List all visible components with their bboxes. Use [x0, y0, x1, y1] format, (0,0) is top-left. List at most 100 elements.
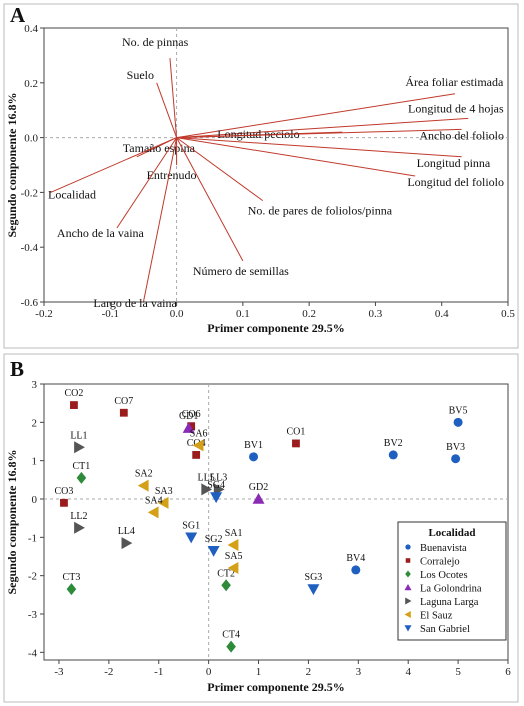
- panel-a-x-tick-label: -0.2: [35, 308, 52, 320]
- panel-b-y-tick-label: 2: [32, 417, 38, 429]
- panel-a-x-tick-label: 0.1: [236, 308, 250, 320]
- loading-vector-label: Localidad: [48, 187, 96, 201]
- data-point-label: BV3: [446, 442, 465, 453]
- panel-a-x-axis-label: Primer componente 29.5%: [207, 321, 344, 335]
- panel-b-x-tick-label: 2: [306, 666, 312, 678]
- panel-b-y-tick-label: 0: [32, 494, 38, 506]
- data-point-ct4: [226, 640, 236, 653]
- panel-b-y-axis-label: Segundo componente 16.8%: [5, 449, 19, 594]
- panel-b-scores-plot: B -3 -2 -1 0 1 2 3 4 5 6 3 2 1 0 -1 -2 -3 -4 BV1 BV2 BV3 BV4…: [3, 353, 519, 703]
- loading-vector: [176, 137, 264, 202]
- data-point-label: CT3: [63, 572, 81, 583]
- loading-vector-label: Longitud del foliolo: [407, 175, 504, 189]
- panel-a-y-tick-label: -0.4: [21, 242, 39, 254]
- panel-a-y-tick-label: -0.6: [21, 297, 39, 309]
- data-point-bv3: [451, 454, 461, 464]
- panel-b-x-tick-label: 6: [505, 666, 511, 678]
- loading-vector-label: No. de pares de foliolos/pinna: [248, 204, 393, 218]
- legend-marker-buenavista: [405, 544, 411, 550]
- legend-entry-label: Corralejo: [420, 557, 460, 568]
- panel-b-y-tick-label: 1: [32, 456, 38, 468]
- panel-b-y-tick-label: -1: [28, 532, 37, 544]
- data-point-sg2: [207, 545, 220, 557]
- panel-a-x-tick-label: 0.0: [170, 308, 184, 320]
- panel-b-plot-area: [43, 383, 509, 661]
- loading-vector: [116, 137, 177, 229]
- panel-b-y-tick-label: -2: [28, 571, 37, 583]
- loading-vector: [50, 137, 177, 193]
- data-point-label: CT4: [222, 630, 240, 641]
- loading-vector: [176, 93, 456, 139]
- data-point-label: LL3: [210, 472, 227, 483]
- data-point-label: SA3: [155, 486, 173, 497]
- data-point-label: CO6: [182, 409, 201, 420]
- loading-vector-label: No. de pinnas: [122, 35, 189, 49]
- panel-a-y-axis-label: Segundo componente 16.8%: [5, 92, 19, 237]
- data-point-gd1: [182, 422, 195, 433]
- data-point-sa6: [192, 439, 204, 452]
- loading-vector: [176, 128, 462, 139]
- data-point-co3: [60, 498, 68, 507]
- loading-vector-label: Longitud de 4 hojas: [408, 101, 504, 115]
- data-point-label: SA5: [225, 551, 243, 562]
- data-point-bv5: [453, 417, 463, 427]
- panel-b-x-tick-label: 4: [405, 666, 411, 678]
- panel-b-y-tick-label: -4: [28, 647, 38, 659]
- data-point-gd2: [252, 493, 265, 504]
- data-point-label: LL1: [70, 430, 87, 441]
- data-point-label: SA4: [145, 495, 163, 506]
- loading-vector-label: Ancho del foliolo: [419, 128, 504, 142]
- data-point-sg4: [210, 492, 223, 504]
- data-point-label: CT2: [217, 568, 235, 579]
- legend: Localidad Buenavista Corralejo Los Ocotes L…: [397, 521, 507, 641]
- data-point-sg3: [307, 584, 320, 596]
- loading-vector: [156, 82, 178, 138]
- loading-vector-label: Ancho de la vaina: [57, 226, 145, 240]
- panel-a-loadings-plot: A -0.2 -0.1 0.0 0.1 0.2 0.3 0.4 0.5 0.4 0.2 0.0 -0.…: [3, 3, 519, 349]
- panel-a-x-tick-label: 0.2: [302, 308, 316, 320]
- legend-entry-label: El Sauz: [420, 611, 453, 622]
- data-point-ll5: [201, 483, 213, 496]
- panel-a-y-tick-label: 0.0: [24, 133, 38, 145]
- panel-b-x-tick-label: 1: [256, 666, 262, 678]
- loading-vector: [176, 117, 469, 139]
- data-point-label: GD2: [249, 482, 268, 493]
- panel-b-x-tick-label: 3: [356, 666, 362, 678]
- data-point-label: LL4: [118, 526, 135, 537]
- data-point-label: BV1: [244, 440, 263, 451]
- panel-b-x-tick-label: -2: [104, 666, 113, 678]
- data-point-co4: [192, 451, 201, 459]
- legend-entry-label: Laguna Larga: [420, 597, 479, 608]
- data-point-sa2: [137, 479, 149, 492]
- data-point-label: SG2: [205, 534, 223, 545]
- data-point-sa4: [147, 506, 159, 519]
- data-point-label: CO1: [287, 426, 306, 437]
- legend-box: [397, 521, 507, 641]
- panel-b-y-tick-label: 3: [32, 379, 38, 391]
- data-point-label: LL2: [70, 511, 87, 522]
- panel-a-x-tick-label: 0.5: [501, 308, 515, 320]
- loading-vector: [176, 137, 416, 177]
- data-point-sg1: [185, 532, 198, 544]
- data-point-bv2: [388, 450, 398, 460]
- loading-vector: [176, 137, 244, 262]
- loading-vector: [142, 137, 178, 303]
- data-point-label: LL5: [198, 472, 215, 483]
- data-point-label: CO7: [114, 396, 133, 407]
- data-point-label: CO2: [64, 388, 83, 399]
- panel-b-x-tick-label: -3: [54, 666, 64, 678]
- loading-vector: [176, 137, 462, 158]
- data-point-label: BV4: [346, 553, 365, 564]
- loading-vector-label: Suelo: [127, 68, 154, 82]
- panel-a-frame: [3, 3, 519, 349]
- panel-a-y-tick-label: 0.2: [24, 78, 38, 90]
- panel-a-plot-area: [43, 27, 509, 303]
- data-point-ll1: [74, 441, 85, 454]
- loading-vector-label: Entrenudo: [147, 168, 197, 182]
- legend-entry-label: Los Ocotes: [420, 570, 468, 581]
- panel-a-x-tick-label: -0.1: [102, 308, 119, 320]
- loading-vector-label: Largo de la vaina: [93, 296, 177, 310]
- data-point-label: SA2: [135, 469, 153, 480]
- data-point-bv1: [249, 452, 259, 462]
